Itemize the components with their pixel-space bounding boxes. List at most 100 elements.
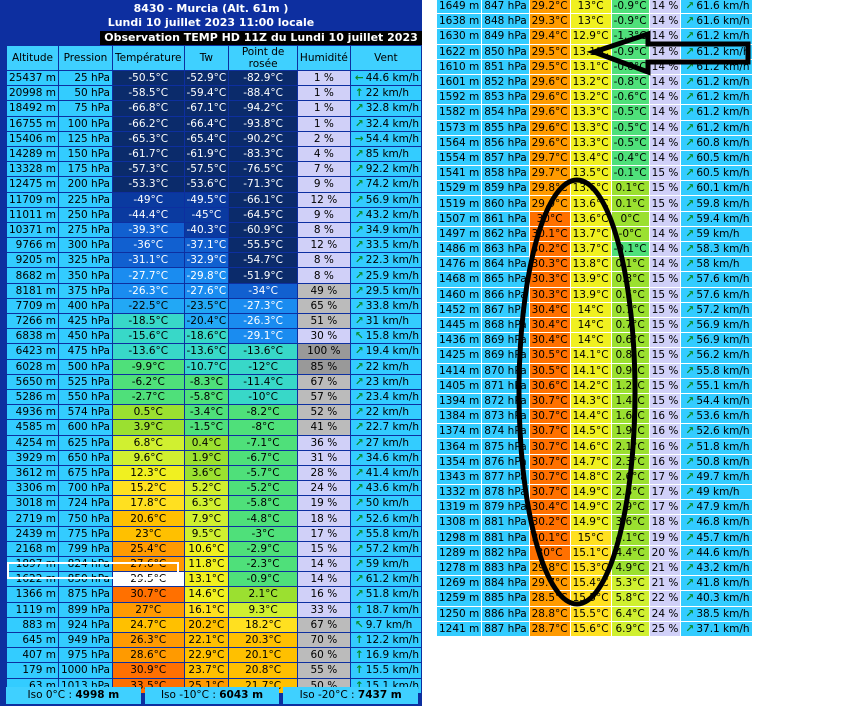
humidity-cell: 18 % — [297, 511, 350, 526]
dewpoint-cell: 5.8°C — [611, 591, 649, 606]
wind-speed: 29.5 km/h — [365, 284, 419, 297]
wind-arrow-icon: → — [354, 132, 364, 145]
pressure-cell: 849 hPa — [482, 29, 529, 44]
humidity-cell: 51 % — [297, 314, 350, 329]
humidity-cell: 7 % — [297, 162, 350, 177]
humidity-cell: 19 % — [649, 530, 681, 545]
dewpoint-cell: 1.6°C — [611, 409, 649, 424]
table-row: 1414 m 870 hPa 30.5°C 14.1°C 0.9°C 15 % ↗ 55.8 … — [437, 363, 752, 378]
wind-cell: ↗ 40.3 km/h — [681, 591, 752, 606]
table-row: 883 m 924 hPa 24.7°C 20.2°C 18.2°C 67 % ↖ 9.7 k… — [7, 617, 421, 632]
table-row: 20998 m 50 hPa -58.5°C -59.4°C -88.4°C 1 % ↑ 22… — [7, 86, 421, 101]
dewpoint-cell: 18.2°C — [229, 617, 297, 632]
pressure-cell: 924 hPa — [58, 617, 112, 632]
dewpoint-cell: 1.9°C — [611, 424, 649, 439]
wind-speed: 41.4 km/h — [365, 466, 419, 479]
dewpoint-cell: 1.4°C — [611, 393, 649, 409]
wind-arrow-icon: ↑ — [354, 634, 364, 647]
table-row: 1554 m 857 hPa 29.7°C 13.4°C -0.4°C 14 % ↗ 60.5… — [437, 150, 752, 166]
table-row: 1298 m 881 hPa 30.1°C 15°C 4.1°C 19 % ↗ 45.7 km… — [437, 530, 752, 545]
wind-cell: ↗ 46.8 km/h — [681, 515, 752, 530]
wind-speed: 61.6 km/h — [696, 0, 750, 13]
tw-cell: -53.6°C — [184, 177, 229, 192]
altitude-cell: 1622 m — [437, 44, 482, 59]
wind-cell: ↗ 59.8 km/h — [681, 196, 752, 211]
wind-arrow-icon: ↗ — [685, 182, 695, 195]
wind-arrow-icon: ↑ — [354, 649, 364, 662]
tw-cell: 22.9°C — [184, 648, 229, 663]
pressure-cell: 899 hPa — [58, 602, 112, 617]
wind-speed: 92.2 km/h — [365, 163, 419, 176]
humidity-cell: 1 % — [297, 116, 350, 131]
tw-cell: 6.3°C — [184, 496, 229, 511]
altitude-cell: 6028 m — [7, 359, 58, 374]
altitude-cell: 1364 m — [437, 439, 482, 454]
wind-arrow-icon: ↗ — [685, 151, 695, 164]
wind-arrow-icon: ↗ — [354, 466, 364, 479]
humidity-cell: 30 % — [297, 329, 350, 344]
table-row: 1452 m 867 hPa 30.4°C 14°C 0.7°C 15 % ↗ 57.2 km… — [437, 302, 752, 317]
wind-speed: 52.6 km/h — [696, 425, 750, 438]
pressure-cell: 876 hPa — [482, 454, 529, 469]
temperature-cell: 29.5°C — [112, 572, 184, 587]
dewpoint-cell: -82.9°C — [229, 71, 297, 86]
pressure-cell: 450 hPa — [58, 329, 112, 344]
humidity-cell: 85 % — [297, 359, 350, 374]
table-row: 1468 m 865 hPa 30.3°C 13.9°C 0.3°C 15 % ↗ 57.6 … — [437, 272, 752, 287]
wind-cell: ↗ 53.6 km/h — [681, 409, 752, 424]
pressure-cell: 875 hPa — [482, 439, 529, 454]
temperature-cell: 30.4°C — [529, 317, 570, 333]
humidity-cell: 100 % — [297, 344, 350, 359]
altitude-cell: 10371 m — [7, 222, 58, 238]
iso-minus20: Iso -20°C : 7437 m — [283, 687, 419, 704]
tw-cell: 20.2°C — [184, 617, 229, 632]
humidity-cell: 9 % — [297, 207, 350, 222]
wind-speed: 59 km/h — [696, 227, 740, 240]
temperature-cell: 30.4°C — [529, 333, 570, 348]
humidity-cell: 36 % — [297, 435, 350, 450]
wind-speed: 55.8 km/h — [696, 364, 750, 377]
humidity-cell: 17 % — [297, 526, 350, 541]
pressure-cell: 75 hPa — [58, 101, 112, 116]
wind-cell: ↗ 23.4 km/h — [350, 389, 421, 405]
table-row: 1460 m 866 hPa 30.3°C 13.9°C 0.5°C 15 % ↗ 57.6 … — [437, 287, 752, 302]
pressure-cell: 799 hPa — [58, 541, 112, 556]
wind-speed: 61.6 km/h — [696, 15, 750, 28]
wind-arrow-icon: ↗ — [685, 167, 695, 180]
dewpoint-cell: 0.7°C — [611, 317, 649, 333]
wind-speed: 32.4 km/h — [365, 117, 419, 130]
dewpoint-cell: 0.6°C — [611, 333, 649, 348]
temperature-cell: -27.7°C — [112, 268, 184, 283]
altitude-cell: 1897 m — [7, 557, 58, 572]
dewpoint-cell: -71.3°C — [229, 177, 297, 192]
table-row: 7266 m 425 hPa -18.5°C -20.4°C -26.3°C 51 % ↗ 3… — [7, 314, 421, 329]
wind-speed: 50 km/h — [365, 497, 409, 510]
temperature-cell: 28.8°C — [529, 606, 570, 621]
humidity-cell: 1 % — [297, 71, 350, 86]
table-row: 1364 m 875 hPa 30.7°C 14.6°C 2.1°C 16 % ↗ 51.8 … — [437, 439, 752, 454]
wind-speed: 47.9 km/h — [696, 501, 750, 514]
wind-speed: 61.2 km/h — [696, 91, 750, 104]
dewpoint-cell: -0.5°C — [611, 135, 649, 150]
tw-cell: 14.8°C — [570, 469, 611, 484]
wind-speed: 57.2 km/h — [696, 303, 750, 316]
temperature-cell: 20.6°C — [112, 511, 184, 526]
humidity-cell: 21 % — [649, 560, 681, 576]
temperature-cell: 30.4°C — [529, 500, 570, 515]
pressure-cell: 100 hPa — [58, 116, 112, 131]
table-row: 1497 m 862 hPa 30.1°C 13.7°C -0°C 14 % ↗ 59 km/… — [437, 226, 752, 241]
wind-arrow-icon: ↗ — [354, 284, 364, 297]
humidity-cell: 14 % — [649, 135, 681, 150]
wind-speed: 22.3 km/h — [365, 254, 419, 267]
dewpoint-cell: -26.3°C — [229, 314, 297, 329]
wind-arrow-icon: ↗ — [354, 239, 364, 252]
wind-speed: 55.1 km/h — [696, 379, 750, 392]
tw-cell: -59.4°C — [184, 86, 229, 101]
dewpoint-cell: -12°C — [229, 359, 297, 374]
table-row: 1436 m 869 hPa 30.4°C 14°C 0.6°C 15 % ↗ 56.9 km… — [437, 333, 752, 348]
wind-cell: ↗ 61.2 km/h — [681, 29, 752, 44]
altitude-cell: 1394 m — [437, 393, 482, 409]
tw-cell: 15°C — [570, 530, 611, 545]
dewpoint-cell: -29.1°C — [229, 329, 297, 344]
pressure-cell: 865 hPa — [482, 272, 529, 287]
